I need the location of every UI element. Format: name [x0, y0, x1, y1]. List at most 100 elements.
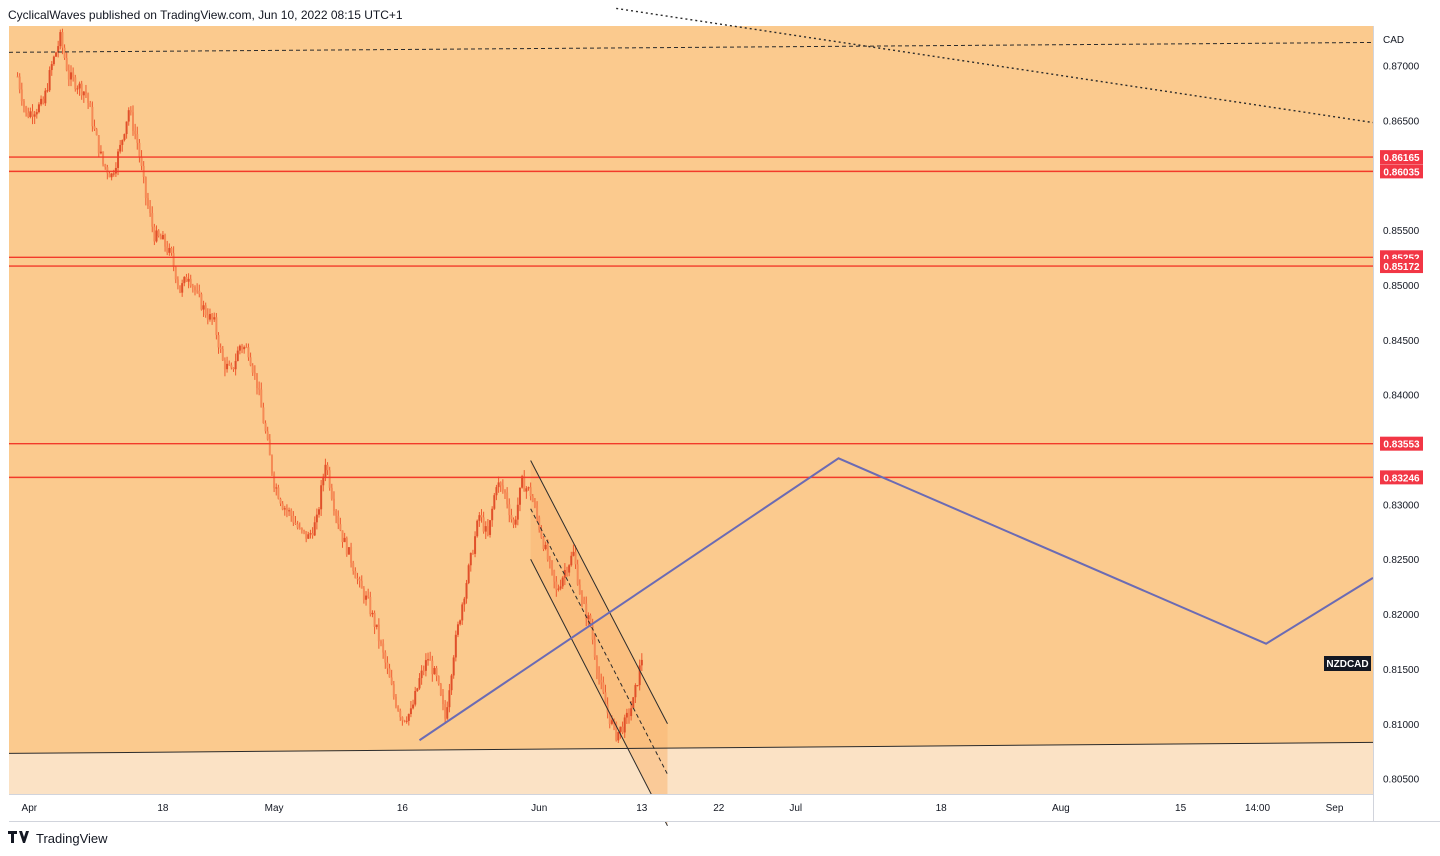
candle-body — [452, 657, 455, 676]
price-tick-label: 0.80500 — [1383, 775, 1420, 786]
candle-body — [285, 508, 288, 511]
candle-body — [350, 547, 353, 563]
candle-body — [253, 372, 256, 374]
candle-body — [495, 487, 498, 496]
candle-body — [324, 464, 327, 477]
candle-body — [465, 583, 468, 599]
candle-body — [294, 522, 297, 525]
time-tick-label: 13 — [636, 803, 648, 814]
price-tick-label: 0.86500 — [1383, 116, 1420, 127]
candle-body — [632, 697, 635, 709]
candle-body — [93, 126, 96, 130]
candle-body — [221, 348, 224, 361]
candle-body — [508, 504, 511, 516]
candle-body — [29, 111, 32, 117]
candle-body — [31, 111, 34, 117]
candle-body — [435, 668, 438, 677]
candle-body — [448, 690, 451, 708]
candle-body — [497, 482, 500, 488]
candle-body — [551, 561, 554, 571]
candle-body — [121, 140, 124, 145]
candle-body — [268, 439, 271, 456]
candle-body — [311, 533, 314, 536]
candle-body — [540, 529, 543, 538]
candle-body — [474, 536, 477, 554]
candle-body — [228, 363, 231, 366]
candle-body — [533, 501, 536, 507]
candle-body — [106, 167, 109, 174]
candle-body — [557, 588, 560, 590]
candle-body — [67, 70, 70, 80]
candle-body — [382, 643, 385, 653]
candle-body — [499, 482, 502, 486]
candle-body — [332, 498, 335, 511]
candle-body — [610, 720, 613, 724]
candle-body — [18, 76, 21, 90]
candle-body — [420, 670, 423, 679]
candle-body — [281, 503, 284, 510]
candle-body — [501, 485, 504, 491]
candle-body — [296, 524, 299, 528]
candles — [16, 28, 643, 744]
candle-body — [213, 317, 216, 320]
candle-body — [70, 72, 72, 80]
time-tick-label: 16 — [397, 803, 409, 814]
candle-body — [600, 680, 603, 683]
candle-body — [403, 720, 406, 722]
candle-body — [623, 717, 626, 733]
channel-middle-line — [530, 508, 668, 775]
candle-body — [390, 677, 393, 685]
candle-body — [572, 551, 575, 556]
candle-body — [469, 552, 472, 566]
time-axis-ticks: Apr 18 May 16 Jun 13 22 Jul 18 Aug 15 14:00 Sep — [22, 803, 1344, 814]
dashed-trendline — [8, 41, 1374, 53]
candle-body — [394, 696, 397, 707]
candle-body — [489, 520, 492, 535]
candle-body — [437, 676, 440, 684]
channel-zone — [530, 460, 668, 826]
candle-body — [412, 704, 415, 709]
candle-body — [471, 552, 474, 554]
candle-body — [138, 142, 141, 158]
candle-body — [208, 314, 211, 320]
candle-body — [397, 706, 400, 711]
candle-body — [504, 490, 506, 493]
candle-body — [589, 615, 592, 626]
candle-body — [217, 335, 220, 348]
level-label-bg — [1380, 436, 1423, 451]
candle-body — [202, 305, 205, 310]
level-label-bg — [1380, 259, 1423, 274]
candle-body — [185, 276, 188, 282]
candle-body — [516, 504, 519, 520]
candle-body — [604, 692, 607, 705]
time-tick-label: 18 — [936, 803, 948, 814]
candle-body — [20, 89, 23, 102]
candle-body — [409, 708, 412, 715]
candle-body — [243, 347, 246, 350]
time-tick-label: 15 — [1175, 803, 1187, 814]
candle-body — [97, 135, 100, 154]
candle-body — [544, 544, 547, 549]
candle-body — [386, 662, 389, 669]
time-tick-label: Jun — [531, 803, 547, 814]
trendlines — [8, 7, 1374, 827]
candle-body — [531, 496, 534, 502]
candle-body — [580, 593, 583, 600]
support-trendline — [8, 741, 1374, 754]
candle-body — [563, 570, 566, 578]
symbol-label-text: NZDCAD — [1326, 659, 1368, 670]
candle-body — [461, 604, 464, 621]
candle-body — [78, 83, 81, 89]
candle-body — [95, 129, 98, 136]
horizontal-levels — [9, 156, 1373, 479]
candle-body — [270, 455, 273, 474]
candle-body — [491, 508, 494, 521]
candle-body — [640, 659, 643, 666]
candle-body — [345, 537, 348, 555]
candle-body — [521, 476, 524, 488]
candle-body — [313, 522, 316, 536]
lower-zone — [9, 742, 1373, 794]
candle-body — [418, 678, 421, 689]
